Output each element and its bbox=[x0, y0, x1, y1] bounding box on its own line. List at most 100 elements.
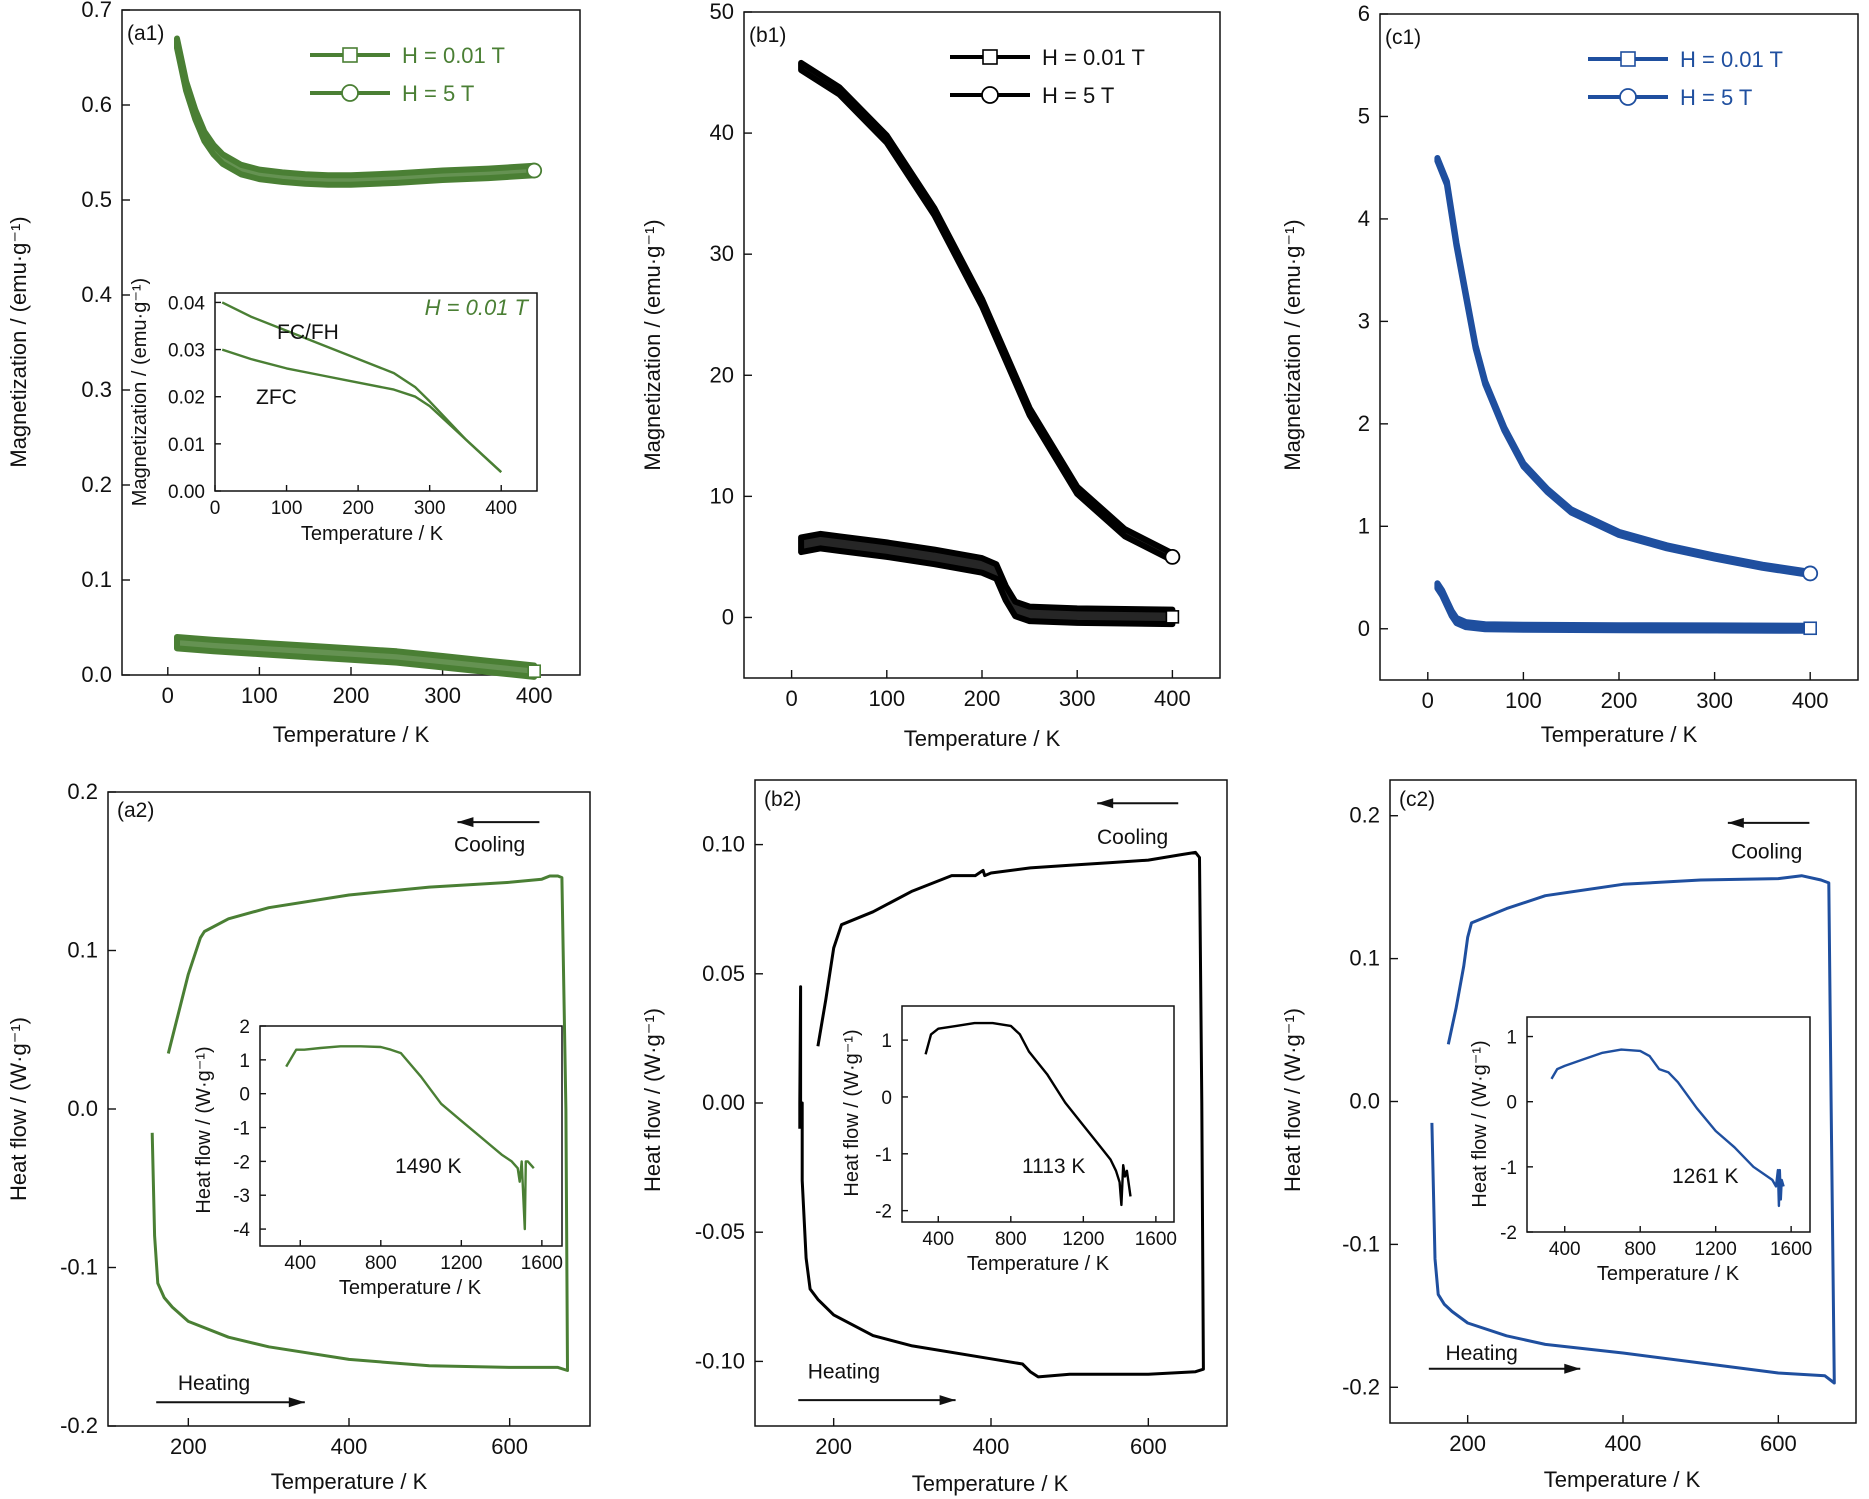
c2-annotation-heating: Heating bbox=[1445, 1342, 1517, 1365]
b2-x-axis: 200 400 600 bbox=[815, 1418, 1167, 1459]
c1-legend-marker-1 bbox=[1620, 51, 1636, 67]
b1-x-axis: 0 100 200 300 400 bbox=[785, 670, 1191, 711]
c2-x-tick-label: 200 bbox=[1449, 1431, 1486, 1456]
a1i-y-tick-label: 0.02 bbox=[168, 388, 205, 409]
c2-y-axis-label: Heat flow / (W·g⁻¹) bbox=[1280, 1008, 1305, 1192]
b2-y-tick-label: 0.05 bbox=[702, 961, 745, 986]
c2-y-axis: -0.2 -0.1 0.0 0.1 0.2 bbox=[1342, 803, 1398, 1399]
b2-arrow-head-1 bbox=[1097, 798, 1114, 809]
b1-y-tick-label: 30 bbox=[710, 241, 734, 266]
b2-arrows: Cooling Heating bbox=[798, 798, 1179, 1406]
b2-inset-y-axis-label: Heat flow / (W·g⁻¹) bbox=[841, 1029, 863, 1196]
a1-x-axis-label: Temperature / K bbox=[273, 722, 430, 747]
b2-series bbox=[798, 850, 1205, 1379]
a1-inset-x-axis: 0 100 200 300 400 bbox=[210, 485, 517, 519]
a1-series-2-end-marker bbox=[526, 162, 543, 179]
b1-x-axis-label: Temperature / K bbox=[904, 726, 1061, 751]
panel-c1: (c1) 0 100 200 300 400 0 1 2 3 4 5 6 Temperature /… bbox=[1280, 1, 1859, 747]
c1-x-tick-label: 100 bbox=[1505, 688, 1542, 713]
c2-y-tick-label: -0.2 bbox=[1342, 1374, 1380, 1399]
a1-y-tick-label: 0.6 bbox=[81, 92, 112, 117]
c2-panel-label: (c2) bbox=[1399, 788, 1435, 811]
c2-y-tick-label: 0.1 bbox=[1349, 946, 1380, 971]
b2-x-tick-label: 600 bbox=[1130, 1434, 1167, 1459]
a2-inset-y-axis: -4 -3 -2 -1 0 1 2 bbox=[233, 1017, 266, 1241]
a1-inset-y-axis: 0.00 0.01 0.02 0.03 0.04 bbox=[168, 293, 221, 503]
b1-y-axis: 0 10 20 30 40 50 bbox=[710, 0, 752, 629]
a2i-y-tick-label: 0 bbox=[239, 1085, 250, 1106]
c2-inset-y-axis-label: Heat flow / (W·g⁻¹) bbox=[1469, 1040, 1491, 1207]
b1-y-axis-label: Magnetization / (emu·g⁻¹) bbox=[640, 219, 665, 470]
b2-x-axis-label: Temperature / K bbox=[912, 1471, 1069, 1496]
a1-x-tick-label: 0 bbox=[162, 683, 174, 708]
c1-panel-label: (c1) bbox=[1385, 26, 1421, 49]
a1i-x-tick-label: 0 bbox=[210, 498, 221, 519]
c1-x-tick-label: 200 bbox=[1601, 688, 1638, 713]
b1-legend-marker-2 bbox=[981, 86, 999, 104]
b2-inset-x-axis: 400 800 1200 1600 bbox=[922, 1216, 1177, 1250]
c1-series-1-end-marker bbox=[1803, 621, 1817, 636]
a1-legend-marker-2 bbox=[341, 84, 359, 102]
c2-series bbox=[1430, 874, 1836, 1385]
c1-y-tick-label: 2 bbox=[1358, 411, 1370, 436]
c1-series bbox=[1434, 155, 1819, 636]
a2i-x-tick-label: 800 bbox=[365, 1253, 397, 1274]
a2-y-axis-label: Heat flow / (W·g⁻¹) bbox=[6, 1017, 31, 1201]
a1-series bbox=[174, 35, 543, 680]
a2-inset-frame bbox=[259, 1025, 563, 1247]
a1i-y-tick-label: 0.00 bbox=[168, 482, 205, 503]
a2-y-tick-label: -0.2 bbox=[60, 1413, 98, 1438]
c2i-y-tick-label: -2 bbox=[1500, 1223, 1517, 1244]
a1-y-tick-label: 0.2 bbox=[81, 472, 112, 497]
a2-series bbox=[150, 874, 569, 1372]
a2i-y-tick-label: -2 bbox=[233, 1152, 250, 1173]
c1-y-axis: 0 1 2 3 4 5 6 bbox=[1358, 1, 1388, 641]
b1-y-tick-label: 0 bbox=[722, 604, 734, 629]
a2i-x-tick-label: 400 bbox=[284, 1253, 316, 1274]
b1-legend: H = 0.01 T H = 5 T bbox=[950, 45, 1145, 108]
c1-y-tick-label: 6 bbox=[1358, 1, 1370, 26]
a1i-x-tick-label: 200 bbox=[342, 498, 374, 519]
b2-annotation-heating: Heating bbox=[808, 1361, 880, 1384]
c1-x-tick-label: 400 bbox=[1792, 688, 1829, 713]
c2-x-tick-label: 400 bbox=[1605, 1431, 1642, 1456]
a1-inset-line-1 bbox=[221, 301, 503, 473]
a2-annotation-heating: Heating bbox=[178, 1372, 250, 1395]
b2i-y-tick-label: 0 bbox=[881, 1088, 892, 1109]
c2-inset-frame bbox=[1526, 1016, 1811, 1233]
a2-arrow-head-1 bbox=[457, 817, 474, 828]
a2-inset-y-axis-label: Heat flow / (W·g⁻¹) bbox=[193, 1046, 215, 1213]
c2-y-tick-label: -0.1 bbox=[1342, 1231, 1380, 1256]
c2-y-tick-label: 0.2 bbox=[1349, 803, 1380, 828]
a2i-y-tick-label: -3 bbox=[233, 1186, 250, 1207]
b2-panel-label: (b2) bbox=[764, 788, 801, 811]
b1-x-tick-label: 400 bbox=[1154, 686, 1191, 711]
c1-frame bbox=[1379, 13, 1859, 681]
c2-x-axis: 200 400 600 bbox=[1449, 1415, 1797, 1456]
c2-inset-line-1 bbox=[1550, 1048, 1785, 1208]
b1-series bbox=[798, 59, 1181, 628]
b2-inset-y-axis: -2 -1 0 1 bbox=[875, 1031, 908, 1223]
a2-annotation-cooling: Cooling bbox=[454, 833, 525, 856]
b2-inset-x-axis-label: Temperature / K bbox=[967, 1253, 1110, 1275]
b1-x-tick-label: 200 bbox=[964, 686, 1001, 711]
a2-y-axis: -0.2 -0.1 0.0 0.1 0.2 bbox=[60, 779, 116, 1438]
a2-inset-x-axis-label: Temperature / K bbox=[339, 1277, 482, 1299]
c2-x-axis-label: Temperature / K bbox=[1544, 1467, 1701, 1492]
c2i-x-tick-label: 400 bbox=[1549, 1239, 1581, 1260]
a2i-y-tick-label: 1 bbox=[239, 1051, 250, 1072]
b2i-x-tick-label: 800 bbox=[995, 1229, 1027, 1250]
a1-inset-series bbox=[221, 301, 503, 473]
b2-inset-line-1 bbox=[924, 1021, 1132, 1207]
a2i-x-tick-label: 1600 bbox=[521, 1253, 563, 1274]
a2-inset-note: 1490 K bbox=[395, 1155, 462, 1178]
b2-inset-note: 1113 K bbox=[1022, 1155, 1085, 1178]
b1-x-tick-label: 100 bbox=[868, 686, 905, 711]
b1-legend-label-1: H = 0.01 T bbox=[1042, 45, 1145, 70]
b2i-x-tick-label: 1600 bbox=[1135, 1229, 1177, 1250]
c1-y-tick-label: 1 bbox=[1358, 513, 1370, 538]
c2-arrows: Cooling Heating bbox=[1428, 817, 1810, 1374]
b1-frame bbox=[743, 11, 1221, 679]
a2i-y-tick-label: -4 bbox=[233, 1220, 250, 1241]
